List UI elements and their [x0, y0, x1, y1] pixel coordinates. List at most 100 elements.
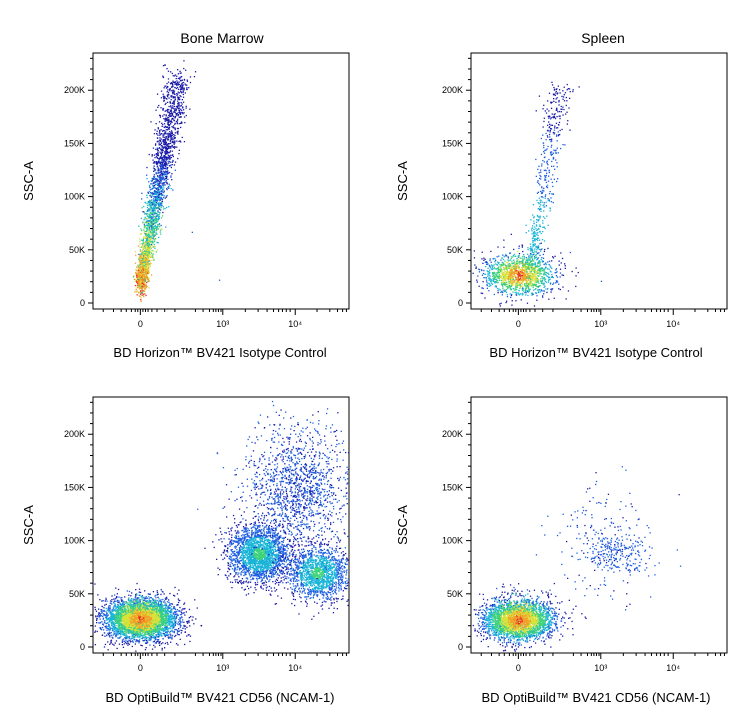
event-dot: [558, 100, 559, 101]
event-dot: [144, 293, 145, 294]
event-dot: [535, 285, 536, 286]
event-dot: [181, 122, 182, 123]
event-dot: [138, 282, 139, 283]
event-dot: [161, 153, 162, 154]
event-dot: [518, 262, 519, 263]
event-dot: [566, 100, 567, 101]
event-dot: [155, 218, 156, 219]
event-dot: [555, 92, 556, 93]
event-dot: [141, 198, 142, 199]
event-dot: [136, 267, 137, 268]
event-dot: [550, 271, 551, 272]
event-dot: [558, 86, 559, 87]
event-dot: [546, 112, 547, 113]
event-dot: [180, 123, 181, 124]
event-dot: [137, 294, 138, 295]
event-dot: [548, 225, 549, 226]
event-dot: [161, 162, 162, 163]
event-dot: [550, 153, 551, 154]
event-dot: [522, 284, 523, 285]
event-dot: [166, 83, 167, 84]
event-dot: [517, 267, 518, 268]
event-dot: [151, 193, 152, 194]
event-dot: [161, 225, 162, 226]
event-dot: [158, 237, 159, 238]
event-dot: [561, 129, 562, 130]
event-dot: [551, 274, 552, 275]
event-dot: [148, 261, 149, 262]
event-dot: [558, 131, 559, 132]
event-dot: [160, 117, 161, 118]
event-dot: [537, 265, 538, 266]
event-dot: [134, 279, 135, 280]
event-dot: [162, 189, 163, 190]
event-dot: [159, 132, 160, 133]
event-dot: [181, 110, 182, 111]
event-dot: [564, 144, 565, 145]
event-dot: [174, 137, 175, 138]
event-dot: [500, 303, 501, 304]
event-dot: [177, 128, 178, 129]
event-dot: [139, 243, 140, 244]
event-dot: [187, 80, 188, 81]
event-dot: [528, 256, 529, 257]
event-dot: [142, 245, 143, 246]
event-dot: [168, 106, 169, 107]
event-dot: [165, 103, 166, 104]
event-dot: [183, 82, 184, 83]
event-dot: [172, 102, 173, 103]
event-dot: [555, 272, 556, 273]
event-dot: [541, 259, 542, 260]
event-dot: [176, 147, 177, 148]
event-dot: [147, 205, 148, 206]
event-dot: [508, 280, 509, 281]
event-dot: [164, 191, 165, 192]
event-dot: [161, 142, 162, 143]
event-dot: [556, 136, 557, 137]
event-dot: [149, 215, 150, 216]
panel-bone-marrow-cd56: 050K100K150K200K 0 10³ 10⁴ SSC-A BD OptiBu…: [21, 397, 349, 705]
event-dot: [495, 258, 496, 259]
event-dot: [192, 232, 193, 233]
event-dot: [540, 204, 541, 205]
event-dot: [514, 254, 515, 255]
event-dot: [171, 90, 172, 91]
event-dot: [142, 280, 143, 281]
event-dot: [164, 195, 165, 196]
event-dot: [510, 252, 511, 253]
event-dot: [560, 269, 561, 270]
event-dot: [141, 218, 142, 219]
event-dot: [159, 152, 160, 153]
event-dot: [150, 189, 151, 190]
y-tick-label: 200K: [64, 429, 85, 439]
event-dot: [560, 148, 561, 149]
event-dot: [150, 195, 151, 196]
event-dot: [553, 150, 554, 151]
event-dot: [151, 263, 152, 264]
event-dot: [479, 269, 480, 270]
event-dot: [499, 303, 500, 304]
event-dot: [557, 178, 558, 179]
event-dot: [183, 109, 184, 110]
event-dot: [556, 123, 557, 124]
event-dot: [148, 226, 149, 227]
event-dot: [172, 189, 173, 190]
event-dot: [511, 258, 512, 259]
y-axis: 050K100K150K200K: [64, 402, 93, 652]
event-dot: [169, 124, 170, 125]
event-dot: [160, 140, 161, 141]
event-dot: [143, 272, 144, 273]
event-dot: [557, 140, 558, 141]
event-dot: [495, 274, 496, 275]
event-dot: [501, 280, 502, 281]
event-dot: [536, 257, 537, 258]
event-dot: [543, 126, 544, 127]
event-dot: [531, 254, 532, 255]
event-dot: [538, 257, 539, 258]
event-dot: [182, 85, 183, 86]
event-dot: [173, 156, 174, 157]
event-dot: [526, 257, 527, 258]
event-dot: [194, 76, 195, 77]
event-dot: [178, 141, 179, 142]
event-dot: [556, 91, 557, 92]
